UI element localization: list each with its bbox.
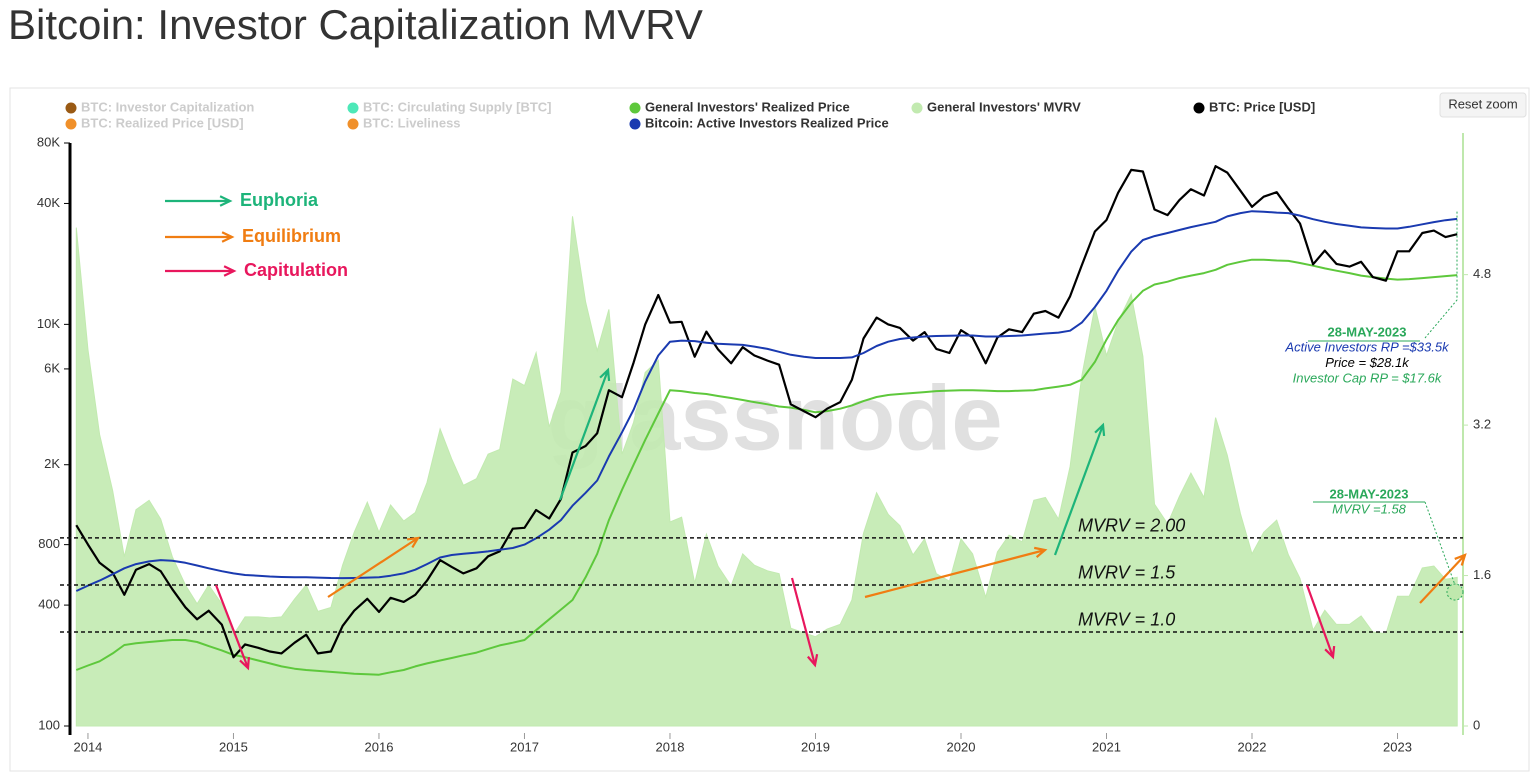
legend-arrow-head (221, 231, 235, 243)
legend-label: Bitcoin: Active Investors Realized Price (645, 115, 889, 130)
phase-arrow-head (239, 656, 250, 671)
y2-tick-label: 1.6 (1473, 567, 1491, 582)
phase-arrow-head (807, 653, 819, 668)
legend-label: General Investors' MVRV (927, 99, 1081, 114)
chart-frame (9, 87, 1530, 772)
phase-arrow-head (1094, 422, 1106, 437)
legend-label: BTC: Realized Price [USD] (81, 115, 244, 130)
callout-date: 28-MAY-2023 (1327, 324, 1406, 339)
series-line (75, 258, 1458, 676)
legend-swatch (1193, 102, 1205, 114)
x-tick-label: 2016 (365, 739, 394, 754)
legend-label: BTC: Investor Capitalization (81, 99, 254, 114)
legend-label: BTC: Liveliness (363, 115, 461, 130)
mvrv-area (75, 216, 1458, 727)
x-tick-label: 2023 (1383, 739, 1412, 754)
phase-arrow (1053, 424, 1105, 556)
legend-swatch (911, 102, 923, 114)
legend-swatch (629, 118, 641, 130)
x-tick-label: 2020 (947, 739, 976, 754)
callout-line: Active Investors RP =$33.5k (1284, 339, 1450, 354)
callout-date: 28-MAY-2023 (1329, 486, 1408, 501)
reset-zoom-box[interactable] (1439, 92, 1527, 118)
y-tick-label: 100 (38, 717, 60, 732)
phase-arrow-head (1033, 546, 1048, 558)
phase-label: Equilibrium (242, 226, 341, 246)
y-tick-label: 80K (37, 134, 60, 149)
phase-arrow-head (406, 536, 421, 548)
legend-swatch (65, 118, 77, 130)
y2-tick-label: 4.8 (1473, 266, 1491, 281)
y2-tick-label: 0 (1473, 717, 1480, 732)
callout-leader (1424, 210, 1458, 339)
x-tick-label: 2021 (1092, 739, 1121, 754)
x-tick-label: 2017 (510, 739, 539, 754)
y-tick-label: 400 (38, 597, 60, 612)
callout-line: MVRV =1.58 (1332, 501, 1407, 516)
legend-swatch (65, 102, 77, 114)
callout-line: Price = $28.1k (1325, 355, 1410, 370)
phase-arrow-head (1324, 645, 1336, 660)
phase-arrow (790, 577, 817, 666)
chart-title: Bitcoin: Investor Capitalization MVRV (8, 1, 703, 48)
reset-zoom-label[interactable]: Reset zoom (1448, 96, 1517, 111)
phase-arrow (1305, 584, 1335, 658)
legend-label: BTC: Price [USD] (1209, 99, 1315, 114)
legend-swatch (347, 102, 359, 114)
plot-area (75, 165, 1458, 727)
legend-label: BTC: Circulating Supply [BTC] (363, 99, 552, 114)
series-line (75, 210, 1458, 592)
phase-arrow (1419, 554, 1466, 604)
x-tick-label: 2019 (801, 739, 830, 754)
x-tick-label: 2018 (656, 739, 685, 754)
y-tick-label: 40K (37, 195, 60, 210)
x-tick-label: 2015 (219, 739, 248, 754)
overlay: 100 400 800 2K 6K 10K 40K 80K 0 1.6 3.2 4.8 2014 2015… (37, 99, 1491, 754)
phase-arrow (327, 537, 419, 598)
y-tick-label: 10K (37, 316, 60, 331)
x-tick-label: 2014 (73, 739, 102, 754)
callout-leader (1424, 501, 1456, 586)
phase-arrow (214, 584, 250, 669)
phase-arrow-head (599, 367, 611, 382)
y-tick-label: 6K (44, 360, 60, 375)
reset-zoom-button[interactable]: Reset zoom (1439, 92, 1527, 118)
reference-label: MVRV = 1.0 (1078, 610, 1175, 630)
reference-label: MVRV = 1.5 (1078, 563, 1176, 583)
reference-label: MVRV = 2.00 (1078, 516, 1185, 536)
phase-arrow-head (1454, 553, 1467, 566)
series-line (75, 165, 1458, 659)
callout-line: Investor Cap RP = $17.6k (1293, 370, 1443, 385)
legend-label: General Investors' Realized Price (645, 99, 850, 114)
legend-swatch (629, 102, 641, 114)
y-tick-label: 2K (44, 456, 60, 471)
y-tick-label: 800 (38, 536, 60, 551)
phase-label: Capitulation (244, 260, 348, 280)
callout-marker (1446, 583, 1464, 601)
legend-arrow-head (223, 265, 237, 277)
phase-arrow (864, 548, 1046, 599)
phase-arrow (558, 369, 610, 501)
phase-label: Euphoria (240, 190, 319, 210)
y2-tick-label: 3.2 (1473, 417, 1491, 432)
x-tick-label: 2022 (1238, 739, 1267, 754)
legend-swatch (347, 118, 359, 130)
legend-arrow-head (219, 195, 233, 207)
